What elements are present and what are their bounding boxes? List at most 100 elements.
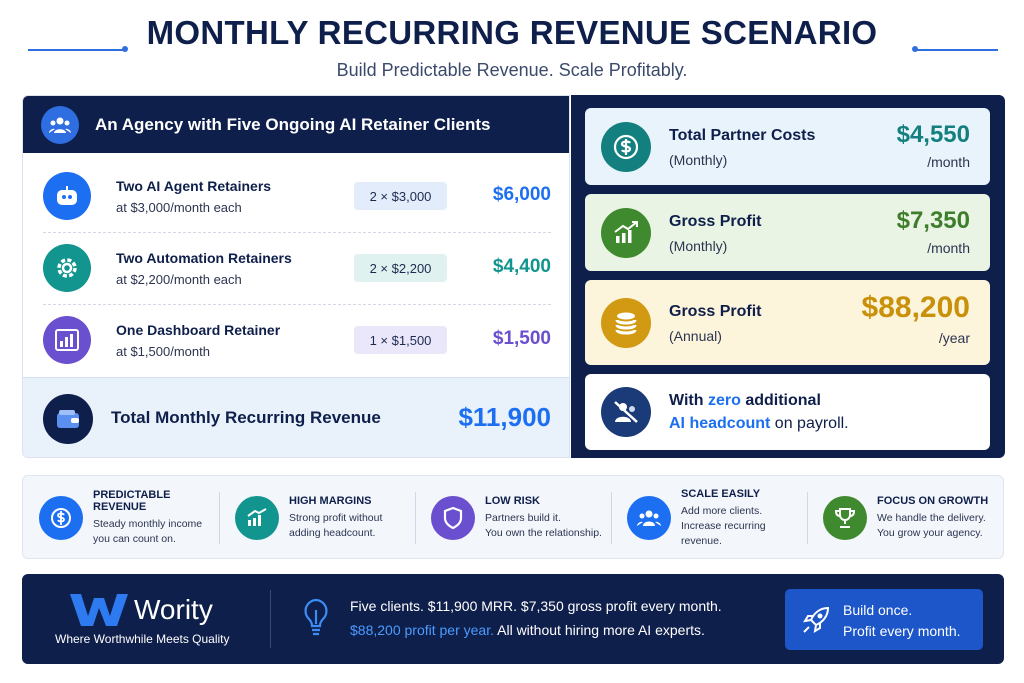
row-detail: at $1,500/month — [116, 344, 210, 359]
benefit-line: You grow your agency. — [877, 527, 983, 539]
message-highlight: $88,200 profit per year. — [350, 622, 494, 638]
benefit: PREDICTABLE REVENUE Steady monthly income… — [23, 476, 219, 560]
total-label: Total Monthly Recurring Revenue — [111, 408, 381, 427]
card-unit: /month — [927, 153, 970, 170]
benefit-line: Steady monthly income — [93, 518, 203, 530]
card-title: Gross Profit — [669, 302, 762, 320]
card-title: Gross Profit — [669, 212, 762, 230]
graphic — [56, 117, 64, 124]
icon — [39, 496, 83, 540]
benefit: SCALE EASILY Add more clients. Increase re… — [611, 476, 807, 560]
graphic — [253, 518, 256, 526]
graphic — [57, 190, 77, 205]
graphic — [71, 418, 79, 423]
graphic — [615, 416, 631, 422]
cta: Build once. Profit every month. — [785, 589, 983, 650]
card-amount: $7,350 — [896, 206, 970, 234]
tagline: Where Worthwhile Meets Quality — [55, 632, 230, 646]
graphic: HIGH MARGINS Strong profit without adding … — [289, 495, 382, 541]
result-card: Gross Profit (Annual) $88,200 /year — [585, 280, 990, 365]
graphic — [304, 598, 328, 628]
graphic — [247, 508, 267, 517]
benefit-line: adding headcount. — [289, 527, 376, 539]
graphic — [803, 615, 821, 633]
total-row: Total Monthly Recurring Revenue $11,900 — [23, 377, 569, 457]
graphic — [57, 413, 79, 428]
graphic — [247, 508, 267, 526]
row-formula: 2 × $3,000 — [354, 182, 447, 210]
graphic — [51, 508, 71, 528]
benefit-line: Increase recurring revenue. — [681, 519, 766, 547]
total-amount: $11,900 — [458, 402, 551, 432]
benefit-title: FOCUS ON GROWTH — [877, 495, 989, 507]
benefit-title: LOW RISK — [485, 495, 540, 507]
clients-header: An Agency with Five Ongoing AI Retainer … — [23, 96, 569, 153]
icon — [43, 172, 91, 220]
client-row: One Dashboard Retainer at $1,500/month 1… — [23, 304, 569, 376]
benefit-line: you can count on. — [93, 533, 176, 545]
results-panel: Total Partner Costs (Monthly) $4,550 /mo… — [571, 95, 1005, 458]
graphic — [57, 258, 77, 278]
statement-highlight: zero — [707, 392, 741, 409]
graphic — [62, 195, 66, 199]
message-line: Five clients. $11,900 MRR. $7,350 gross … — [350, 598, 722, 614]
deco-dot — [122, 46, 128, 52]
graphic: SCALE EASILY Add more clients. Increase re… — [681, 488, 807, 549]
graphic — [809, 606, 830, 627]
benefit-line: Partners build it. — [485, 512, 561, 524]
message-line: $88,200 profit per year. All without hir… — [350, 622, 705, 638]
graphic — [61, 262, 73, 274]
graphic — [615, 312, 637, 334]
message-text: All without hiring more AI experts. — [497, 622, 705, 638]
deco-dot — [912, 46, 918, 52]
graphic — [653, 513, 659, 519]
row-detail: at $2,200/month each — [116, 272, 242, 287]
graphic — [49, 128, 71, 133]
card-title: Total Partner Costs — [669, 126, 816, 144]
rocket-icon — [803, 606, 830, 633]
graphic — [70, 334, 73, 347]
statement-card: With zero additional AI headcount on payr… — [585, 374, 990, 450]
icon — [823, 496, 867, 540]
graphic — [70, 594, 128, 626]
graphic: PREDICTABLE REVENUE Steady monthly income… — [93, 489, 219, 547]
client-row: Two AI Agent Retainers at $3,000/month e… — [23, 160, 569, 232]
graphic — [60, 341, 63, 347]
graphic — [258, 515, 261, 526]
row-name: Two Automation Retainers — [116, 250, 292, 266]
title: MONTHLY RECURRING REVENUE SCENARIO — [146, 14, 878, 51]
separator — [43, 232, 551, 233]
statement-text: additional — [745, 392, 821, 409]
graphic — [817, 613, 823, 619]
graphic — [622, 232, 626, 243]
row-amount: $1,500 — [492, 328, 551, 349]
statement: With zero additional AI headcount on payr… — [669, 389, 849, 435]
icon — [431, 496, 475, 540]
graphic — [49, 117, 71, 133]
icon — [43, 244, 91, 292]
cta-line: Build once. — [843, 602, 913, 618]
row-name: Two AI Agent Retainers — [116, 178, 272, 194]
graphic — [628, 229, 632, 243]
statement-text: on payroll. — [774, 415, 849, 432]
graphic — [614, 401, 638, 423]
deco-line — [28, 49, 126, 51]
graphic — [620, 138, 632, 155]
graphic — [65, 337, 68, 347]
divider — [270, 590, 271, 648]
footer: Wority Where Worthwhile Meets Quality Fi… — [22, 574, 1004, 664]
benefit-line: You own the relationship. — [485, 527, 602, 539]
graphic — [613, 134, 639, 159]
graphic — [50, 120, 56, 125]
graphic — [248, 520, 251, 526]
graphic — [615, 318, 637, 334]
result-card: Total Partner Costs (Monthly) $4,550 /mo… — [585, 108, 990, 185]
icon — [627, 496, 671, 540]
clients-panel: An Agency with Five Ongoing AI Retainer … — [22, 95, 570, 458]
graphic — [55, 329, 79, 351]
icon — [43, 394, 93, 444]
card-unit: /month — [927, 239, 970, 256]
benefit-title: SCALE EASILY — [681, 487, 761, 500]
graphic — [639, 513, 645, 519]
row-formula: 1 × $1,500 — [354, 326, 447, 354]
